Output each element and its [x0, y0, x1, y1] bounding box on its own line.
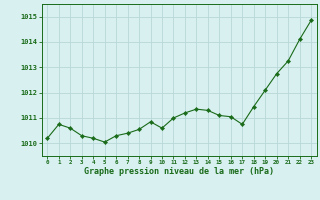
- X-axis label: Graphe pression niveau de la mer (hPa): Graphe pression niveau de la mer (hPa): [84, 167, 274, 176]
